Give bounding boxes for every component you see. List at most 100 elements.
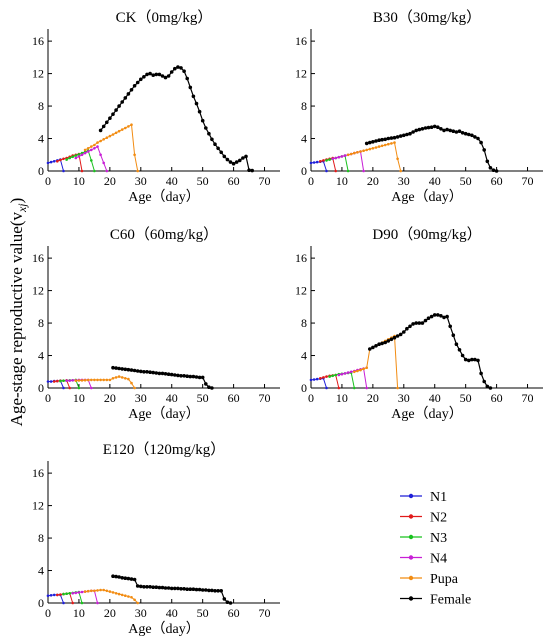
- data-point-n3: [325, 159, 328, 162]
- x-tick-label: 30: [398, 391, 410, 405]
- data-point-female: [151, 73, 155, 77]
- data-point-female: [101, 124, 106, 129]
- data-point-pupa: [380, 144, 384, 148]
- y-tick-label: 0: [301, 381, 307, 395]
- data-point-pupa: [108, 590, 112, 593]
- data-point-pupa: [93, 378, 96, 382]
- data-point-female: [210, 588, 214, 593]
- data-point-n1: [49, 594, 53, 597]
- series-line-pupa: [347, 141, 402, 172]
- data-point-n4: [90, 386, 93, 390]
- data-point-female: [176, 586, 180, 591]
- x-tick-label: 20: [367, 174, 379, 188]
- data-point-female: [377, 138, 381, 142]
- data-point-female: [451, 129, 456, 133]
- data-point-female: [145, 370, 149, 374]
- data-point-female: [451, 333, 456, 338]
- y-tick-label: 0: [38, 164, 44, 178]
- legend-marker: [408, 555, 414, 560]
- data-point-n1: [49, 380, 53, 383]
- panel-title: E120（120mg/kg）: [103, 441, 226, 458]
- series-line-pupa: [84, 123, 139, 172]
- series-line-n4: [338, 367, 368, 389]
- data-point-n2: [325, 375, 328, 378]
- data-point-female: [120, 100, 124, 104]
- data-point-n4: [334, 156, 338, 160]
- legend-label: N1: [430, 490, 447, 505]
- legend-label: N4: [430, 552, 447, 567]
- y-tick-label: 16: [32, 34, 44, 48]
- data-point-female: [383, 340, 388, 345]
- data-point-n1: [315, 377, 319, 381]
- data-point-pupa: [105, 378, 109, 382]
- data-point-female: [188, 374, 193, 379]
- data-point-pupa: [111, 591, 115, 594]
- y-tick-label: 0: [38, 381, 44, 395]
- data-point-female: [194, 375, 199, 379]
- data-point-n3: [77, 386, 81, 390]
- data-point-female: [105, 120, 109, 125]
- data-point-female: [371, 140, 375, 144]
- data-point-female: [408, 324, 412, 329]
- data-point-female: [402, 330, 406, 334]
- data-point-female: [485, 159, 490, 164]
- data-point-n4: [93, 147, 96, 150]
- data-point-female: [432, 313, 437, 317]
- x-tick-label: 40: [166, 391, 178, 405]
- data-point-female: [398, 134, 403, 138]
- data-point-n2: [322, 376, 325, 379]
- data-point-pupa: [396, 386, 399, 390]
- data-point-female: [111, 574, 115, 578]
- data-point-n3: [90, 159, 93, 162]
- data-point-pupa: [130, 123, 133, 126]
- data-point-n1: [62, 601, 65, 605]
- data-point-n4: [362, 169, 365, 173]
- data-point-female: [188, 587, 193, 591]
- data-point-female: [129, 368, 134, 372]
- chart-panel-2: B30（30mg/kg） 0 4 8 12 16 0 10 20 30 40 50 60 70 Age（da…: [295, 9, 543, 205]
- data-point-female: [126, 92, 131, 96]
- data-point-n1: [312, 161, 316, 164]
- data-point-female: [463, 357, 468, 362]
- data-point-female: [114, 108, 118, 112]
- data-point-n4: [71, 592, 74, 595]
- data-point-pupa: [133, 598, 136, 602]
- data-point-female: [250, 168, 254, 173]
- data-point-female: [457, 348, 462, 352]
- data-point-female: [408, 131, 412, 136]
- data-point-pupa: [99, 139, 102, 143]
- x-tick-label: 0: [45, 606, 51, 620]
- data-point-pupa: [130, 596, 133, 599]
- legend-item-female: Female: [400, 593, 471, 608]
- y-tick-label: 0: [38, 596, 44, 610]
- panel-title: D90（90mg/kg）: [372, 226, 481, 243]
- legend-marker: [408, 596, 414, 601]
- data-point-female: [135, 80, 140, 85]
- data-point-female: [488, 386, 493, 390]
- x-axis-label: Age（day）: [128, 621, 200, 637]
- data-point-female: [151, 585, 155, 589]
- data-point-pupa: [86, 147, 90, 150]
- data-point-female: [436, 313, 440, 317]
- data-point-pupa: [96, 141, 99, 144]
- data-point-female: [386, 339, 391, 343]
- data-point-n4: [346, 371, 350, 374]
- data-point-female: [157, 72, 162, 77]
- data-point-female: [114, 574, 118, 579]
- data-point-n1: [52, 160, 56, 163]
- y-tick-label: 8: [301, 316, 307, 330]
- data-point-female: [368, 140, 372, 145]
- data-point-female: [374, 139, 378, 143]
- data-point-female: [182, 69, 186, 73]
- data-point-pupa: [120, 376, 124, 379]
- data-point-n4: [90, 148, 93, 152]
- data-point-n2: [71, 601, 74, 605]
- x-tick-label: 10: [73, 391, 85, 405]
- data-point-female: [417, 321, 422, 325]
- data-point-female: [145, 72, 149, 77]
- data-point-female: [432, 124, 437, 129]
- data-point-n1: [315, 160, 319, 164]
- data-point-n4: [99, 153, 102, 157]
- shared-y-axis-label: Age-stage reproductive value(vxj): [7, 198, 29, 427]
- data-point-female: [389, 136, 394, 140]
